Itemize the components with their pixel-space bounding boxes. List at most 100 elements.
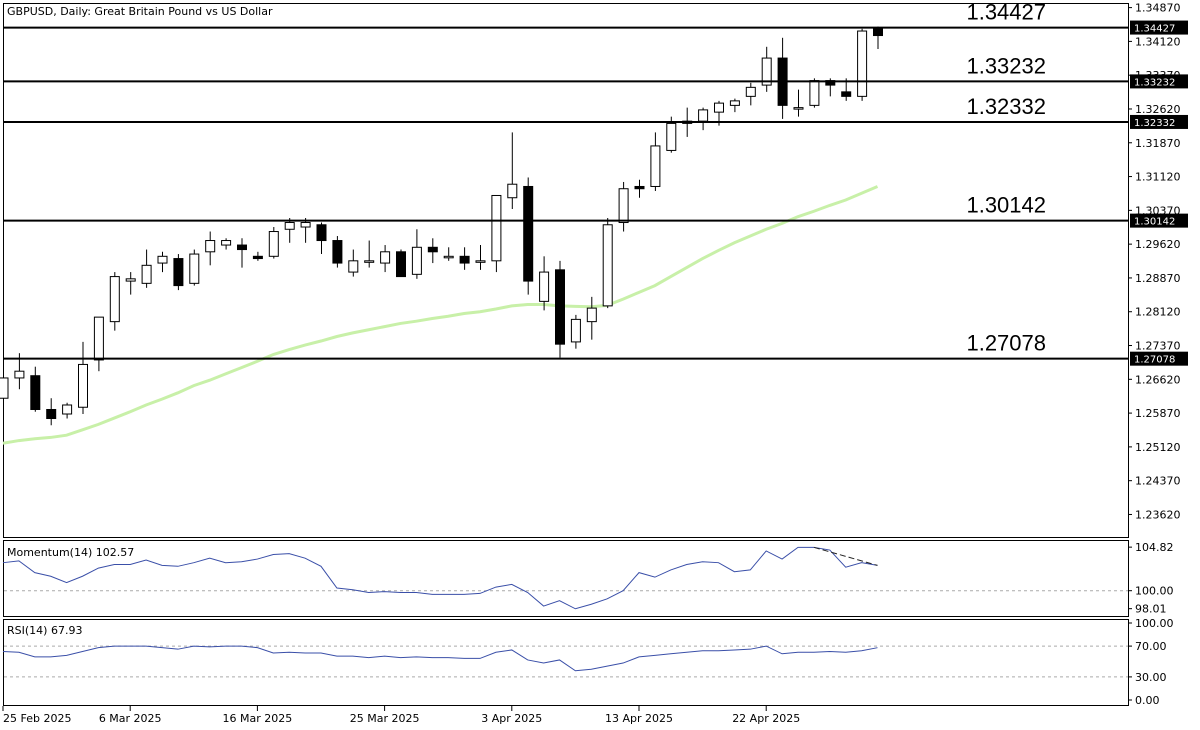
- bullish-candle-body: [411, 246, 422, 275]
- candle: [30, 366, 41, 412]
- bullish-candle-body: [380, 251, 391, 264]
- price-tick-label: 1.25120: [1135, 441, 1181, 454]
- moving-average-layer: [2, 185, 879, 445]
- price-level-badge: [1130, 351, 1188, 366]
- bearish-candle-body: [459, 255, 470, 264]
- price-level-label: 1.27078: [966, 331, 1046, 356]
- bearish-candle-body: [873, 28, 883, 37]
- price-pane-frame: [3, 3, 1129, 538]
- price-level-badge: [1130, 74, 1188, 89]
- bullish-candle-body: [300, 222, 311, 228]
- bullish-candle-body: [109, 276, 120, 323]
- price-tick-label: 1.27370: [1135, 340, 1181, 353]
- price-tick-label: 1.34120: [1135, 35, 1181, 48]
- bearish-candle-body: [634, 185, 645, 190]
- bullish-candle-body: [93, 316, 104, 361]
- bullish-candle-body: [491, 194, 502, 262]
- bearish-candle-body: [332, 240, 343, 264]
- bullish-candle-body: [157, 255, 168, 264]
- candle: [348, 249, 359, 277]
- candle: [125, 272, 136, 295]
- candle: [698, 107, 709, 131]
- candle: [443, 247, 454, 261]
- candle: [221, 238, 232, 250]
- candle: [618, 181, 629, 232]
- bullish-candle-body: [284, 222, 295, 230]
- bearish-candle-body: [46, 408, 57, 420]
- momentum-line: [2, 546, 878, 610]
- bullish-candle-body: [0, 377, 9, 399]
- candle: [491, 194, 502, 273]
- candle: [93, 316, 104, 372]
- bullish-candle-body: [666, 122, 677, 151]
- price-level-badge-text: 1.33232: [1134, 77, 1175, 88]
- bullish-candle-body: [539, 271, 550, 302]
- time-tick-label: 3 Apr 2025: [481, 712, 542, 725]
- bullish-candle-body: [618, 188, 629, 224]
- price-tick-label: 1.31120: [1135, 171, 1181, 184]
- candle: [46, 398, 57, 426]
- momentum-trendline: [813, 546, 878, 566]
- price-level-badge-text: 1.30142: [1134, 217, 1175, 228]
- candle: [173, 254, 184, 291]
- rsi-tick-label: 0.00: [1135, 694, 1160, 707]
- price-level-badge-text: 1.34427: [1134, 24, 1175, 35]
- rsi-tick-label: 70.00: [1135, 640, 1167, 653]
- candle: [475, 245, 486, 270]
- momentum-layer: 104.82 100.00 98.01: [2, 541, 1174, 616]
- candle: [62, 402, 73, 419]
- candle: [793, 89, 804, 117]
- bearish-candle-body: [555, 269, 565, 345]
- bullish-candle-body: [507, 183, 518, 199]
- moving-average-line: [2, 185, 879, 445]
- candle: [332, 236, 343, 268]
- candle: [237, 238, 247, 268]
- bullish-candle-body: [650, 145, 661, 187]
- time-tick-label: 22 Apr 2025: [732, 712, 800, 725]
- time-tick-label: 13 Apr 2025: [605, 712, 673, 725]
- candle: [427, 238, 438, 264]
- candle: [459, 247, 470, 270]
- bullish-candle-body: [761, 57, 772, 86]
- rsi-tick-label: 100.00: [1135, 617, 1174, 630]
- candle: [523, 177, 534, 295]
- bullish-candle-body: [475, 260, 486, 263]
- bearish-candle-body: [427, 246, 438, 253]
- candle: [396, 249, 406, 278]
- bullish-candle-body: [729, 100, 740, 106]
- bullish-candle-body: [602, 224, 613, 307]
- bullish-candle-body: [221, 240, 232, 246]
- candle: [570, 314, 581, 349]
- price-level-badge-text: 1.27078: [1134, 355, 1175, 366]
- candle: [777, 37, 788, 119]
- candle: [761, 46, 772, 92]
- chart-title: GBPUSD, Daily: Great Britain Pound vs US…: [7, 5, 273, 18]
- candle: [602, 218, 613, 309]
- price-level-badge: [1130, 20, 1188, 35]
- candle: [364, 240, 375, 268]
- candle: [745, 82, 756, 106]
- price-tick-label: 1.34870: [1135, 2, 1181, 15]
- candle: [586, 296, 597, 340]
- bearish-candle-body: [30, 375, 41, 410]
- candle: [380, 245, 391, 273]
- candle: [857, 28, 868, 101]
- bearish-candle-body: [396, 251, 406, 278]
- bullish-candle-body: [125, 278, 136, 282]
- bullish-candle-body: [443, 255, 454, 259]
- candle: [411, 229, 422, 279]
- candle: [268, 227, 279, 259]
- price-level-badge: [1130, 213, 1188, 228]
- bullish-candle-body: [348, 260, 359, 273]
- bullish-candle-body: [62, 404, 73, 415]
- candle: [634, 179, 645, 198]
- candle: [729, 98, 740, 113]
- time-axis: 25 Feb 2025 6 Mar 2025 16 Mar 2025 25 Mar 2…: [2, 706, 800, 725]
- price-tick-label: 1.28870: [1135, 272, 1181, 285]
- candle: [78, 341, 88, 414]
- candle: [109, 272, 120, 331]
- price-tick-label: 1.23620: [1135, 508, 1181, 521]
- rsi-pane-frame: [3, 619, 1129, 706]
- candle: [189, 249, 200, 286]
